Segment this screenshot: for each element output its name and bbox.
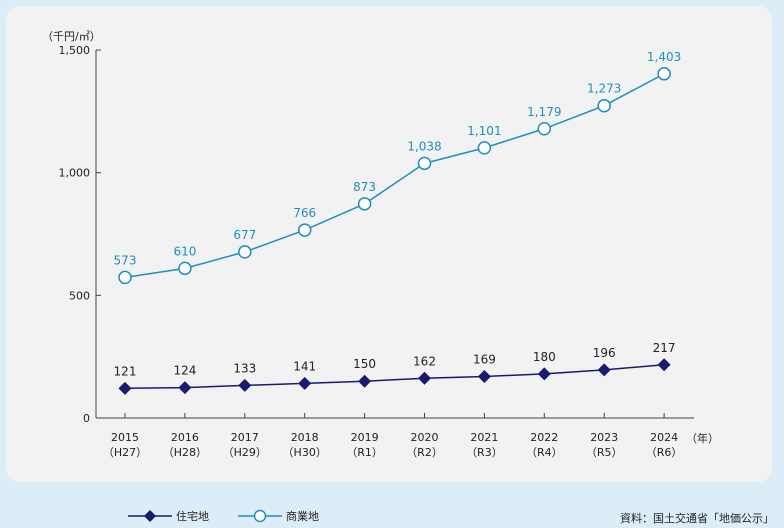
data-point xyxy=(238,245,252,259)
data-label: 133 xyxy=(233,361,256,375)
x-tick-sublabel: （H28） xyxy=(163,446,207,459)
legend-label-commercial: 商業地 xyxy=(286,510,319,523)
data-label: 1,101 xyxy=(467,124,501,138)
x-unit-label: （年） xyxy=(686,431,719,445)
x-tick-label: 2017 xyxy=(231,431,259,444)
data-label: 217 xyxy=(653,341,676,355)
data-label: 573 xyxy=(114,253,137,267)
data-point xyxy=(477,370,491,384)
y-tick-label: 500 xyxy=(69,289,90,302)
data-point xyxy=(358,374,372,388)
y-tick-label: 1,000 xyxy=(59,167,91,180)
x-tick-sublabel: （H30） xyxy=(283,446,327,459)
data-label: 169 xyxy=(473,353,496,367)
source-note: 資料：国土交通省「地価公示」 xyxy=(620,512,774,525)
x-tick-label: 2024 xyxy=(650,431,678,444)
y-tick-label: 1,500 xyxy=(59,44,91,57)
x-tick-label: 2019 xyxy=(351,431,379,444)
data-point xyxy=(298,376,312,390)
footer: 住宅地 商業地 資料：国土交通省「地価公示」 xyxy=(0,500,784,528)
x-tick-sublabel: （R6） xyxy=(646,446,683,459)
data-label: 677 xyxy=(233,228,256,242)
data-point xyxy=(178,261,192,276)
data-label: 141 xyxy=(293,359,316,373)
series-layer: 121 124 133 141 150 162 169 180 196 217 573 610 677 7… xyxy=(114,50,681,395)
x-tick-sublabel: （R5） xyxy=(586,446,623,459)
data-label: 610 xyxy=(173,244,196,258)
data-point xyxy=(477,141,492,155)
data-point xyxy=(537,122,552,136)
x-tick-label: 2023 xyxy=(590,431,618,444)
data-point xyxy=(597,363,611,377)
data-point xyxy=(178,381,192,395)
data-label: 124 xyxy=(173,364,196,378)
x-tick-sublabel: （R2） xyxy=(406,446,443,459)
x-tick-sublabel: （R4） xyxy=(526,446,563,459)
data-label: 1,179 xyxy=(527,105,561,119)
x-tick-label: 2021 xyxy=(470,431,498,444)
x-tick-sublabel: （R1） xyxy=(346,446,383,459)
data-label: 150 xyxy=(353,357,376,371)
data-label: 121 xyxy=(114,364,137,378)
x-tick-label: 2022 xyxy=(530,431,558,444)
legend-item-residential: 住宅地 xyxy=(128,508,209,524)
legend-marker-diamond-icon xyxy=(128,510,172,522)
data-point xyxy=(657,358,671,372)
data-point xyxy=(118,381,132,395)
y-ticks: 0 500 1,000 1,500 xyxy=(59,44,101,425)
series-line xyxy=(124,73,665,279)
legend-marker-circle-icon xyxy=(238,509,282,523)
data-point xyxy=(597,98,611,113)
x-tick-sublabel: （H29） xyxy=(223,446,267,459)
x-tick-label: 2018 xyxy=(291,431,319,444)
series-line xyxy=(124,364,665,390)
data-point xyxy=(357,197,372,211)
legend-item-commercial: 商業地 xyxy=(238,508,319,524)
chart-card xyxy=(6,6,772,482)
series-residential: 121 124 133 141 150 162 169 180 196 217 xyxy=(114,341,676,395)
y-unit-label: （千円/㎡） xyxy=(42,30,101,43)
data-point xyxy=(417,156,432,171)
data-label: 1,038 xyxy=(407,139,441,153)
series-commercial: 573 610 677 766 873 1,038 1,101 1,179 1,273 1,403 xyxy=(114,50,681,285)
data-label: 180 xyxy=(533,350,556,364)
data-point xyxy=(297,223,312,237)
data-point xyxy=(537,367,551,381)
data-label: 162 xyxy=(413,354,436,368)
data-label: 1,273 xyxy=(587,82,621,96)
legend-label-residential: 住宅地 xyxy=(176,510,209,523)
x-tick-label: 2016 xyxy=(171,431,199,444)
axes: （千円/㎡） （年） xyxy=(42,30,719,445)
x-ticks: 2015 （H27） 2016 （H28） 2017 （H29） 2018 （H30） 2019… xyxy=(103,413,683,459)
data-point xyxy=(657,67,671,81)
data-label: 196 xyxy=(593,346,616,360)
data-label: 873 xyxy=(353,180,376,194)
x-tick-label: 2020 xyxy=(411,431,439,444)
x-tick-sublabel: （H27） xyxy=(103,446,147,459)
data-label: 1,403 xyxy=(647,50,681,64)
data-point xyxy=(238,378,252,392)
data-point xyxy=(418,371,431,385)
y-tick-label: 0 xyxy=(83,412,90,425)
data-label: 766 xyxy=(293,206,316,220)
x-tick-label: 2015 xyxy=(111,431,139,444)
data-point xyxy=(118,270,132,285)
x-tick-sublabel: （R3） xyxy=(466,446,503,459)
